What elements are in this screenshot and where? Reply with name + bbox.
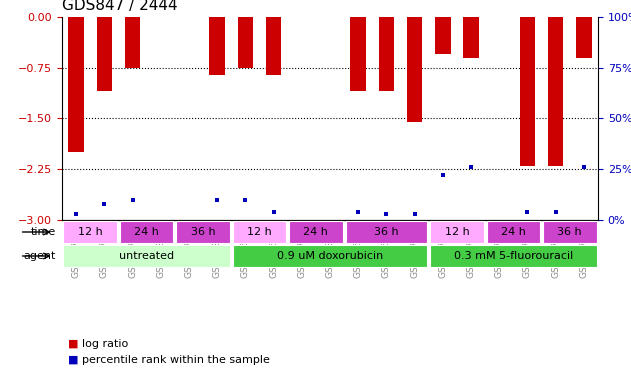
Bar — [350, 17, 366, 92]
Bar — [233, 245, 427, 267]
Bar — [463, 17, 479, 58]
Text: 24 h: 24 h — [501, 227, 526, 237]
Bar — [63, 245, 230, 267]
Text: 12 h: 12 h — [445, 227, 469, 237]
Bar — [435, 17, 451, 54]
Bar — [548, 17, 563, 166]
Bar — [120, 221, 174, 243]
Text: 36 h: 36 h — [191, 227, 215, 237]
Bar — [233, 221, 286, 243]
Bar — [346, 221, 427, 243]
Bar — [176, 221, 230, 243]
Bar — [289, 221, 343, 243]
Bar — [238, 17, 253, 68]
Bar — [63, 221, 117, 243]
Text: GDS847 / 2444: GDS847 / 2444 — [62, 0, 177, 13]
Bar — [266, 17, 281, 75]
Text: 0.9 uM doxorubicin: 0.9 uM doxorubicin — [277, 251, 383, 261]
Bar — [97, 17, 112, 92]
Bar — [430, 221, 484, 243]
Text: 0.3 mM 5-fluorouracil: 0.3 mM 5-fluorouracil — [454, 251, 573, 261]
Bar — [209, 17, 225, 75]
Text: agent: agent — [23, 251, 56, 261]
Bar — [407, 17, 422, 122]
Text: 24 h: 24 h — [134, 227, 159, 237]
Text: 12 h: 12 h — [78, 227, 103, 237]
Text: 12 h: 12 h — [247, 227, 272, 237]
Text: untreated: untreated — [119, 251, 174, 261]
Text: ■: ■ — [68, 339, 79, 349]
Text: 36 h: 36 h — [557, 227, 582, 237]
Text: 24 h: 24 h — [304, 227, 328, 237]
Text: percentile rank within the sample: percentile rank within the sample — [82, 355, 270, 365]
Bar — [125, 17, 140, 68]
Bar — [487, 221, 540, 243]
Bar — [379, 17, 394, 92]
Text: ■: ■ — [68, 355, 79, 365]
Bar — [543, 221, 596, 243]
Bar — [68, 17, 84, 152]
Text: 36 h: 36 h — [374, 227, 399, 237]
Bar — [430, 245, 596, 267]
Bar — [576, 17, 592, 58]
Text: time: time — [30, 227, 56, 237]
Text: log ratio: log ratio — [82, 339, 129, 349]
Bar — [520, 17, 535, 166]
